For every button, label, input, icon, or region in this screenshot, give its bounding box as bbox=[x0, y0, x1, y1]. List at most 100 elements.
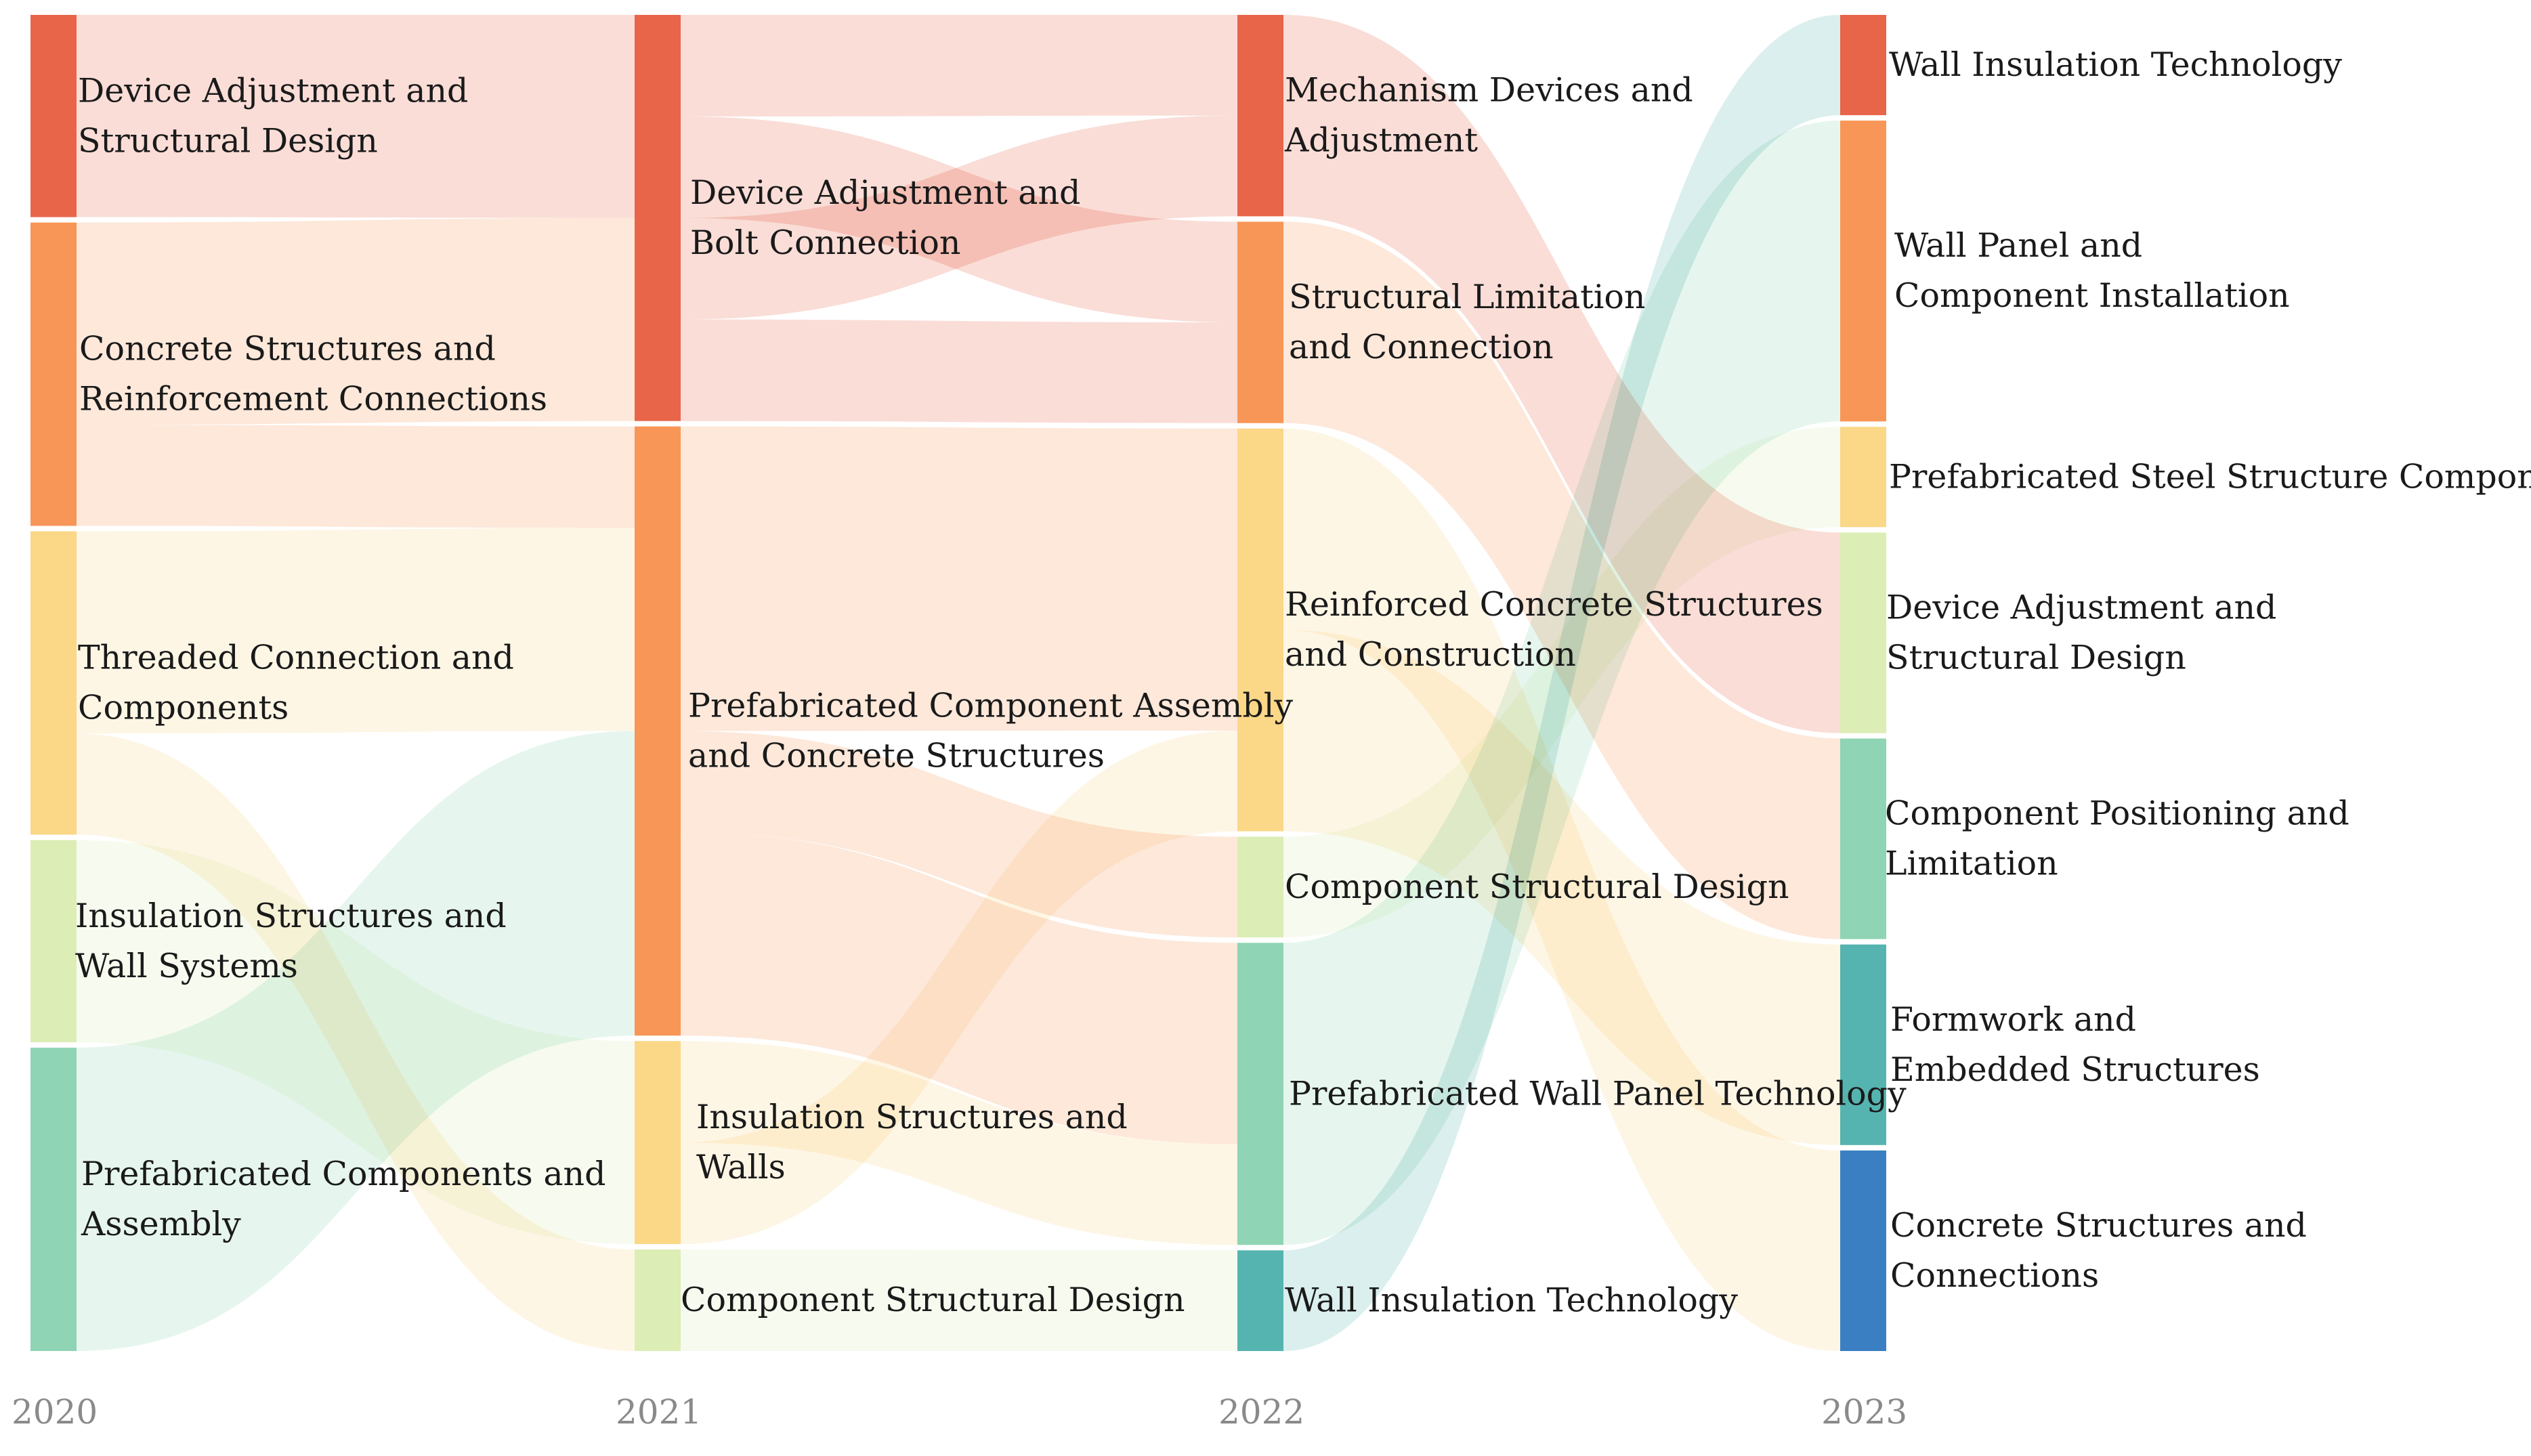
node-label-line: Component Installation bbox=[1894, 276, 2290, 315]
node-label: Wall Panel and Component Installation bbox=[1894, 226, 2290, 315]
year-tick-label: 2023 bbox=[1821, 1392, 1907, 1432]
node-label: Concrete Structures and Connections bbox=[1890, 1206, 2307, 1295]
flow-link bbox=[77, 425, 635, 528]
sankey-node bbox=[30, 222, 77, 526]
node-label-line: Components bbox=[78, 689, 289, 727]
node-label-line: Adjustment bbox=[1284, 121, 1478, 160]
node-label-line: Component Positioning and bbox=[1885, 794, 2349, 833]
node-label: Component Positioning and Limitation bbox=[1885, 794, 2349, 883]
flow-link bbox=[681, 15, 1237, 116]
sankey-node bbox=[30, 1048, 77, 1351]
node-label-line: and Connection bbox=[1289, 328, 1554, 366]
node-label-line: Limitation bbox=[1885, 844, 2058, 883]
flow-link bbox=[681, 426, 1237, 731]
flow-link bbox=[77, 217, 635, 425]
node-label-line: Wall Insulation Technology bbox=[1889, 45, 2342, 84]
node-label: Prefabricated Wall Panel Technology bbox=[1289, 1074, 1907, 1113]
node-label: Insulation Structures and Walls bbox=[696, 1098, 1128, 1186]
node-label-line: Device Adjustment and bbox=[690, 173, 1080, 212]
node-label-line: Wall Panel and bbox=[1894, 226, 2142, 265]
sankey-node bbox=[1840, 121, 1886, 422]
node-label: Wall Insulation Technology bbox=[1285, 1281, 1738, 1320]
node-label: Device Adjustment and Structural Design bbox=[1886, 588, 2276, 677]
flow-layer bbox=[77, 15, 1840, 1351]
node-label: Threaded Connection and Components bbox=[78, 639, 514, 727]
sankey-node bbox=[1237, 943, 1283, 1245]
node-label: Concrete Structures and Reinforcement Con… bbox=[79, 330, 547, 419]
node-label: Prefabricated Steel Structure Components bbox=[1889, 457, 2531, 496]
node-label-line: Prefabricated Steel Structure Components bbox=[1889, 457, 2531, 496]
sankey-node bbox=[1840, 738, 1886, 939]
flow-link bbox=[77, 733, 635, 1351]
node-label-line: Reinforcement Connections bbox=[79, 380, 547, 419]
node-label-line: Mechanism Devices and bbox=[1285, 71, 1693, 110]
node-label-line: Concrete Structures and bbox=[1890, 1206, 2307, 1245]
node-label: Device Adjustment and Bolt Connection bbox=[690, 173, 1080, 262]
flow-link bbox=[77, 528, 635, 734]
node-label-line: Embedded Structures bbox=[1890, 1050, 2260, 1089]
node-label: Mechanism Devices and Adjustment bbox=[1284, 71, 1693, 160]
sankey-node bbox=[635, 1041, 681, 1245]
node-label-line: Connections bbox=[1890, 1256, 2099, 1295]
sankey-node bbox=[635, 1249, 681, 1351]
node-label: Insulation Structures and Wall Systems bbox=[75, 897, 507, 985]
sankey-node bbox=[1237, 15, 1283, 217]
flow-link bbox=[1283, 630, 1840, 1145]
sankey-node bbox=[1840, 1150, 1886, 1351]
node-label: Structural Limitation and Connection bbox=[1289, 278, 1646, 366]
node-layer bbox=[30, 15, 1886, 1351]
node-label-line: Prefabricated Components and bbox=[81, 1155, 605, 1193]
node-label-line: Prefabricated Component Assembly bbox=[688, 686, 1293, 725]
label-layer: Device Adjustment and Structural Design Co… bbox=[75, 45, 2531, 1320]
flow-link bbox=[681, 319, 1237, 423]
flow-link bbox=[681, 731, 1237, 938]
sankey-node bbox=[1237, 221, 1283, 423]
node-label-line: Device Adjustment and bbox=[78, 71, 468, 110]
sankey-node bbox=[1840, 427, 1886, 528]
sankey-node bbox=[1237, 428, 1283, 832]
node-label-line: and Concrete Structures bbox=[688, 736, 1105, 775]
node-label-line: Structural Design bbox=[78, 121, 378, 160]
node-label: Component Structural Design bbox=[681, 1281, 1185, 1319]
node-label-line: Insulation Structures and bbox=[696, 1098, 1128, 1136]
sankey-node bbox=[30, 531, 77, 835]
node-label-line: Reinforced Concrete Structures bbox=[1285, 585, 1823, 624]
sankey-node bbox=[30, 15, 77, 217]
flow-link bbox=[681, 1249, 1237, 1351]
node-label-line: Assembly bbox=[81, 1205, 241, 1243]
sankey-node bbox=[635, 15, 681, 421]
year-tick-label: 2022 bbox=[1218, 1392, 1304, 1432]
node-label-line: Component Structural Design bbox=[681, 1281, 1185, 1319]
node-label-line: Device Adjustment and bbox=[1886, 588, 2276, 626]
sankey-node bbox=[1237, 836, 1283, 938]
node-label: Component Structural Design bbox=[1285, 868, 1789, 906]
flow-link bbox=[681, 115, 1237, 320]
sankey-node bbox=[1840, 944, 1886, 1145]
node-label-line: Structural Design bbox=[1886, 638, 2186, 677]
node-label-line: Formwork and bbox=[1890, 1000, 2136, 1039]
node-label: Formwork and Embedded Structures bbox=[1890, 1000, 2260, 1089]
node-label: Wall Insulation Technology bbox=[1889, 45, 2342, 84]
flow-link bbox=[1283, 15, 1840, 1351]
sankey-node bbox=[635, 426, 681, 1036]
year-axis: 2020 2021 2022 2023 bbox=[12, 1392, 1907, 1432]
flow-link bbox=[681, 1041, 1237, 1245]
node-label-line: Walls bbox=[696, 1148, 786, 1186]
flow-link bbox=[681, 730, 1237, 1245]
node-label-line: and Construction bbox=[1285, 635, 1576, 674]
node-label-line: Concrete Structures and bbox=[79, 330, 496, 368]
node-label-line: Wall Insulation Technology bbox=[1285, 1281, 1738, 1320]
node-label: Prefabricated Components and Assembly bbox=[81, 1155, 605, 1243]
node-label-line: Insulation Structures and bbox=[75, 897, 507, 935]
sankey-node bbox=[1237, 1250, 1283, 1351]
node-label: Reinforced Concrete Structures and Constr… bbox=[1285, 585, 1823, 674]
node-label-line: Wall Systems bbox=[75, 947, 298, 985]
node-label-line: Prefabricated Wall Panel Technology bbox=[1289, 1074, 1907, 1113]
node-label-line: Bolt Connection bbox=[690, 223, 960, 262]
flow-link bbox=[77, 15, 635, 218]
node-label: Prefabricated Component Assembly and Conc… bbox=[688, 686, 1293, 775]
year-tick-label: 2020 bbox=[12, 1392, 98, 1432]
sankey-node bbox=[1840, 532, 1886, 733]
sankey-node bbox=[30, 840, 77, 1043]
